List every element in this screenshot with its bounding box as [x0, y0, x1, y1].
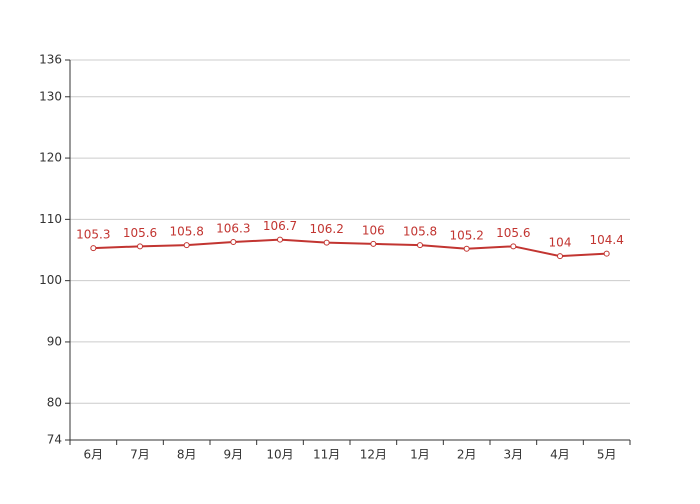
x-tick-label: 9月	[224, 448, 244, 462]
point	[463, 245, 470, 252]
x-tick-label: 7月	[130, 448, 150, 462]
y-tick-label: 80	[47, 396, 62, 410]
point	[557, 253, 563, 260]
point	[417, 242, 423, 249]
data-label: 105.6	[123, 226, 157, 240]
x-tick-label: 1月	[410, 448, 430, 462]
point	[510, 243, 517, 250]
point	[90, 245, 97, 252]
point	[277, 236, 283, 243]
data-label: 105.2	[449, 228, 483, 242]
data-label: 105.6	[496, 226, 530, 240]
line	[93, 238, 607, 258]
x-tick-label: 11月	[313, 448, 340, 462]
x-tick-label: 3月	[504, 448, 524, 462]
point	[137, 243, 143, 250]
data-label: 105.8	[169, 225, 203, 239]
y-tick-label: 136	[39, 53, 62, 67]
point	[183, 242, 190, 249]
data-label: 106.2	[309, 222, 343, 236]
y-tick-label: 120	[39, 151, 62, 165]
x-tick-label: 10月	[266, 448, 293, 462]
data-label: 104	[549, 236, 572, 250]
point	[370, 240, 377, 247]
y-tick-label: 100	[39, 273, 62, 287]
data-label: 105.8	[403, 225, 437, 239]
data-label: 106.3	[216, 222, 250, 236]
y-tick-label: 110	[39, 212, 62, 226]
data-label: 104.4	[589, 233, 623, 247]
point	[230, 239, 237, 246]
y-tick-label: 90	[47, 334, 62, 348]
x-tick-label: 5月	[597, 448, 617, 462]
y-tick-label: 130	[39, 89, 62, 103]
x-tick-label: 8月	[177, 448, 197, 462]
data-label: 106.7	[263, 219, 297, 233]
point	[323, 239, 330, 246]
y-tick-label: 74	[47, 433, 62, 447]
x-tick-label: 2月	[457, 448, 477, 462]
point	[603, 250, 610, 257]
x-tick-label: 12月	[360, 448, 387, 462]
x-tick-label: 4月	[550, 448, 570, 462]
data-label: 106	[362, 223, 385, 237]
x-tick-label: 6月	[84, 448, 104, 462]
data-label: 105.3	[76, 228, 110, 242]
